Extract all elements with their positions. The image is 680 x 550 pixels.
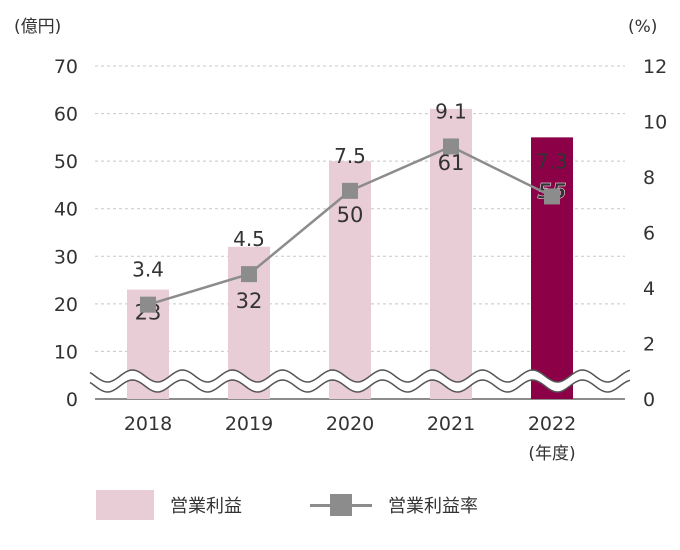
bar-value-label: 50 [337,203,364,227]
x-axis-unit: (年度) [528,444,575,464]
left-tick-label: 20 [54,294,78,316]
margin-value-label: 7.5 [334,144,366,168]
left-tick-label: 60 [54,104,78,126]
x-tick-label: 2021 [427,413,475,435]
left-tick-label: 10 [54,341,78,363]
margin-marker-2022 [544,188,560,205]
margin-value-label: 4.5 [233,227,265,251]
right-tick-label: 2 [643,334,655,356]
legend-bar-swatch [96,490,154,520]
legend-item-operating-profit: 営業利益 [96,490,242,520]
axis-break-line-bottom [89,379,631,393]
legend-label-operating-profit: 営業利益 [170,496,242,517]
left-axis-unit: (億円) [14,17,61,37]
axis-break-band [90,370,630,392]
right-tick-label: 12 [643,56,667,78]
bar-value-label: 32 [236,289,263,313]
left-tick-label: 0 [66,389,78,411]
right-tick-label: 6 [643,223,655,245]
right-tick-label: 0 [643,389,655,411]
bar-2020 [329,161,371,399]
right-tick-label: 4 [643,278,655,300]
bar-2022 [531,137,573,399]
left-tick-label: 30 [54,246,78,268]
x-tick-label: 2018 [124,413,172,435]
margin-value-label: 7.3 [536,149,568,173]
margin-marker-2018 [140,296,156,313]
margin-marker-2020 [342,182,358,199]
margin-value-label: 3.4 [132,258,164,282]
x-tick-label: 2020 [326,413,374,435]
axis-break-line-top [89,369,631,383]
x-tick-label: 2022 [528,413,576,435]
legend-label-operating-margin: 営業利益率 [388,496,478,517]
right-axis-unit: (%) [628,17,657,37]
chart: 010203040506070024681012(億円)(%)233250615… [14,17,667,464]
margin-marker-2019 [241,266,257,283]
left-tick-label: 40 [54,199,78,221]
right-tick-label: 8 [643,167,655,189]
margin-marker-2021 [443,138,459,155]
x-tick-label: 2019 [225,413,273,435]
legend: 営業利益 営業利益率 [0,480,680,530]
bar-value-label: 61 [438,151,465,175]
left-tick-label: 70 [54,56,78,78]
legend-item-operating-margin: 営業利益率 [310,490,478,520]
margin-value-label: 9.1 [435,99,467,123]
left-tick-label: 50 [54,151,78,173]
legend-line-swatch [310,490,372,520]
right-tick-label: 10 [643,112,667,134]
bar-2021 [430,108,472,400]
